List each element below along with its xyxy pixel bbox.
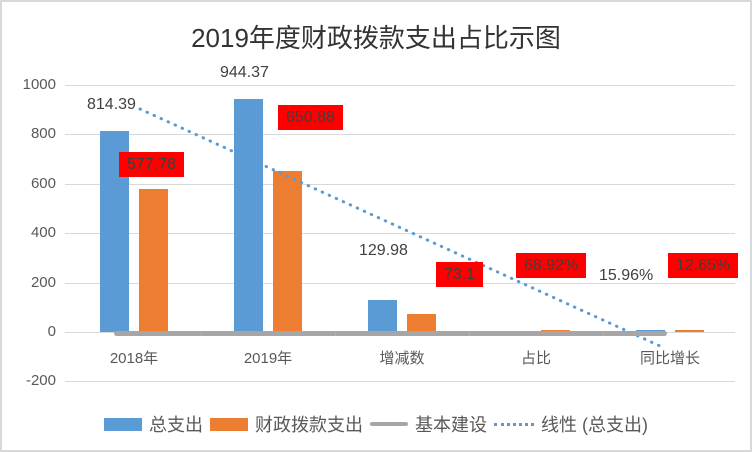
trendline-path: [138, 107, 662, 348]
axis-tick: [201, 332, 202, 336]
data-label: 73.1: [436, 262, 484, 287]
legend-swatch-dotted-line-icon: [494, 422, 534, 426]
legend-label: 总支出: [149, 415, 203, 435]
bar-财政拨款支出: [139, 189, 168, 332]
ytick-label: 800: [30, 125, 56, 142]
data-label: 650.88: [278, 105, 343, 130]
bar-财政拨款支出: [273, 171, 302, 332]
data-label: 129.98: [359, 242, 408, 259]
gridline: [65, 381, 735, 382]
data-label: 12.65%: [668, 253, 739, 278]
category-label: 增减数: [379, 350, 425, 367]
axis-tick: [469, 332, 470, 336]
axis-tick: [603, 332, 604, 336]
legend-label: 财政拨款支出: [255, 415, 363, 435]
ytick-label: 0: [47, 323, 56, 340]
data-label: 814.39: [87, 96, 136, 113]
category-label: 2019年: [243, 350, 293, 367]
ytick-label: 1000: [22, 76, 56, 93]
legend-item-总支出: 总支出: [104, 411, 203, 437]
gridline: [65, 184, 735, 185]
ytick-label: 200: [30, 274, 56, 291]
data-label: 944.37: [220, 64, 269, 81]
axis-tick: [335, 332, 336, 336]
bar-财政拨款支出: [407, 313, 436, 332]
legend-swatch-line-icon: [370, 422, 408, 426]
category-label: 同比增长: [639, 350, 700, 367]
legend-item-财政拨款支出: 财政拨款支出: [210, 411, 363, 437]
bar-总支出: [368, 299, 397, 332]
chart-title: 2019年度财政拨款支出占比示图: [191, 23, 561, 53]
legend-swatch-rect-icon: [104, 417, 142, 431]
category-label: 2018年: [109, 350, 159, 367]
data-label: 68.92%: [516, 253, 587, 278]
category-label: 占比: [520, 350, 551, 367]
line-series-基本建设: [114, 331, 667, 336]
gridline: [65, 85, 735, 86]
bar-总支出: [234, 98, 263, 332]
data-label: 15.96%: [599, 267, 654, 284]
gridline: [65, 134, 735, 135]
legend-item-线性 (总支出): 线性 (总支出): [494, 411, 648, 437]
ytick-label: 600: [30, 175, 56, 192]
legend-label: 基本建设: [415, 415, 487, 435]
legend-item-基本建设: 基本建设: [370, 411, 487, 437]
bar-财政拨款支出: [675, 329, 704, 332]
legend-label: 线性 (总支出): [541, 415, 648, 435]
legend: 总支出 财政拨款支出 基本建设 线性 (总支出): [2, 411, 750, 437]
ytick-label: 400: [30, 224, 56, 241]
data-label: 577.78: [119, 152, 184, 177]
legend-swatch-rect-icon: [210, 417, 248, 431]
ytick-label: -200: [25, 372, 56, 389]
